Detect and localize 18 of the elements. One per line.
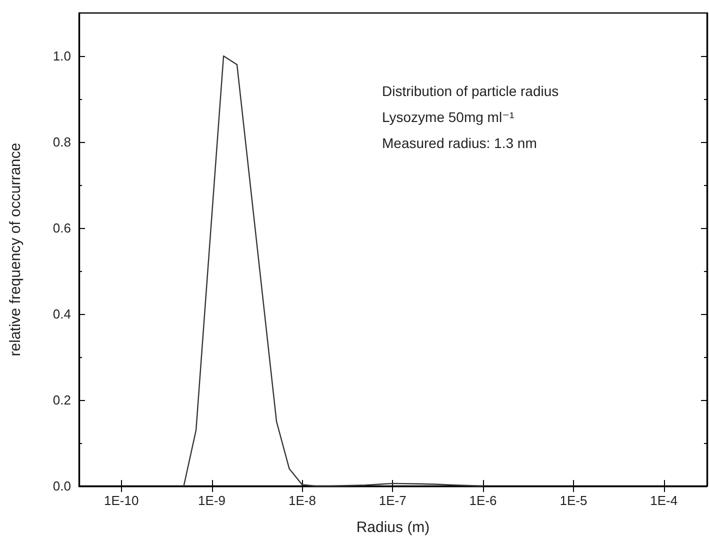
y-tick-label: 0.0 (52, 478, 71, 494)
y-tick-label: 0.2 (52, 392, 71, 408)
x-tick-label: 1E-9 (198, 493, 226, 508)
annotation: Distribution of particle radius (382, 83, 559, 99)
y-tick-label: 0.6 (52, 220, 71, 236)
x-tick-label: 1E-6 (469, 493, 497, 508)
x-tick-label: 1E-10 (104, 493, 139, 508)
annotation: Lysozyme 50mg ml⁻¹ (382, 109, 514, 125)
y-axis-title: relative frequency of occurrance (7, 142, 24, 356)
y-tick-label: 1.0 (52, 48, 71, 64)
y-tick-label: 0.4 (52, 306, 71, 322)
annotation: Measured radius: 1.3 nm (382, 135, 537, 151)
y-tick-label: 0.8 (52, 134, 71, 150)
x-axis-title: Radius (m) (356, 519, 430, 536)
x-tick-label: 1E-5 (560, 493, 588, 508)
x-tick-label: 1E-7 (378, 493, 406, 508)
x-tick-label: 1E-8 (288, 493, 316, 508)
x-tick-label: 1E-4 (650, 493, 678, 508)
